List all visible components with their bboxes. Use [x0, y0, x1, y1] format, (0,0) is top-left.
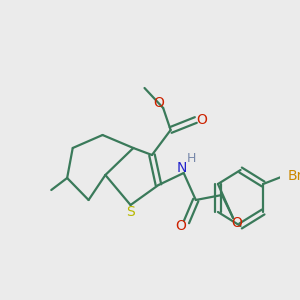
- Text: S: S: [126, 205, 135, 219]
- Text: H: H: [187, 152, 196, 166]
- Text: O: O: [176, 219, 186, 233]
- Text: Br: Br: [287, 169, 300, 183]
- Text: O: O: [153, 96, 164, 110]
- Text: N: N: [177, 161, 187, 175]
- Text: O: O: [231, 216, 242, 230]
- Text: O: O: [196, 113, 207, 127]
